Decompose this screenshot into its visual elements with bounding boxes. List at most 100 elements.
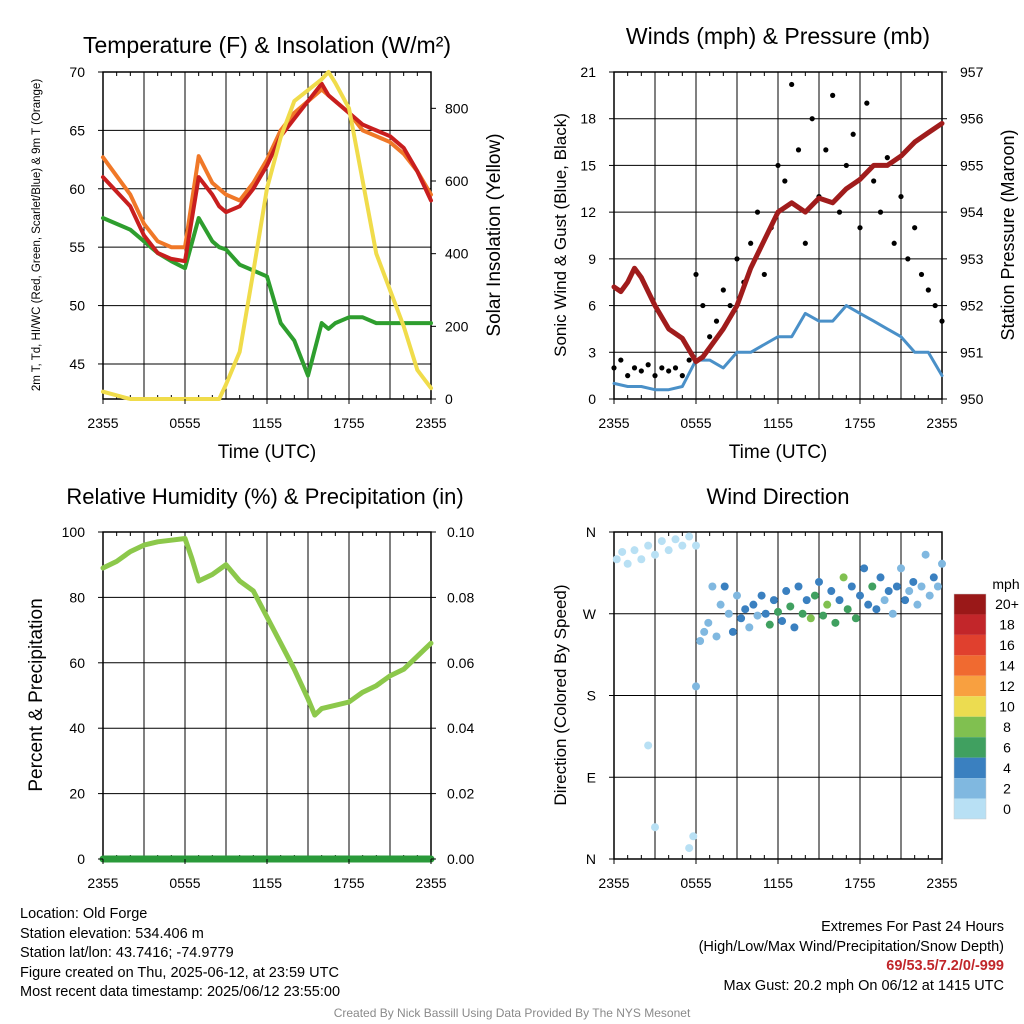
y2-axis-label: Station Pressure (Maroon) — [998, 129, 1018, 340]
direction-point — [798, 609, 807, 618]
direction-point — [839, 573, 848, 582]
direction-point — [623, 559, 632, 568]
gust-point — [905, 256, 911, 262]
gust-point — [761, 271, 767, 278]
direction-point — [860, 564, 869, 573]
temperature-series-line — [101, 81, 433, 264]
direction-point — [712, 632, 721, 641]
y-tick-label: S — [587, 688, 596, 704]
direction-point — [753, 611, 762, 620]
direction-point — [664, 546, 673, 555]
gust-point — [700, 302, 706, 309]
direction-point — [678, 541, 687, 550]
y2-tick-label: 952 — [960, 298, 984, 314]
direction-point — [651, 823, 659, 832]
x-tick-label: 2355 — [598, 875, 629, 891]
humidity-series-line — [100, 536, 434, 718]
location-text: Location: Old Forge — [20, 906, 148, 922]
gust-point — [672, 365, 679, 371]
direction-point — [925, 591, 934, 600]
gust-point — [679, 373, 685, 379]
gust-point — [823, 147, 829, 153]
x-tick-label: 2355 — [415, 875, 446, 891]
colorbar-label: 2 — [1003, 780, 1011, 796]
gust-point — [707, 334, 713, 340]
direction-point — [724, 609, 733, 618]
extremes-subtitle: (High/Low/Max Wind/Precipitation/Snow De… — [698, 938, 1004, 955]
y2-tick-label: 951 — [960, 344, 984, 360]
y2-tick-label: 956 — [960, 111, 984, 127]
y-axis-label: Percent & Precipitation — [26, 598, 47, 791]
colorbar-label: 16 — [999, 637, 1015, 653]
chart-title-temperature: Temperature (F) & Insolation (W/m²) — [83, 32, 451, 58]
x-tick-label: 1755 — [844, 415, 875, 431]
direction-point — [794, 582, 803, 591]
gust-point — [618, 357, 624, 363]
gust-point — [836, 209, 843, 215]
colorbar-swatch — [954, 757, 986, 779]
direction-point — [786, 602, 795, 611]
direction-point — [704, 618, 713, 627]
colorbar-label: 4 — [1003, 760, 1011, 776]
x-tick-label: 2355 — [598, 415, 629, 431]
x-tick-label: 1755 — [844, 875, 875, 891]
x-axis-label: Time (UTC) — [729, 442, 828, 463]
y2-tick-label: 800 — [445, 100, 469, 116]
x-tick-label: 0555 — [169, 875, 200, 891]
extremes-panel: Extremes For Past 24 Hours (High/Low/Max… — [699, 918, 1004, 996]
direction-point — [765, 620, 774, 629]
y2-tick-label: 400 — [445, 246, 469, 262]
direction-point — [823, 600, 832, 609]
chart-title-wind-direction: Wind Direction — [706, 484, 849, 509]
direction-point — [761, 609, 770, 618]
x-tick-label: 2355 — [87, 875, 118, 891]
y-tick-label: 3 — [588, 344, 596, 360]
gust-point — [802, 240, 808, 246]
direction-point — [810, 591, 819, 600]
gust-point — [666, 368, 672, 374]
y-tick-label: 60 — [69, 181, 85, 197]
direction-point — [651, 550, 659, 559]
gust-point — [912, 225, 918, 231]
colorbar-swatch — [954, 634, 986, 656]
gust-point — [884, 155, 890, 161]
gust-point — [918, 271, 925, 278]
direction-point — [790, 623, 799, 632]
y2-tick-label: 600 — [445, 173, 469, 189]
gust-point — [631, 365, 638, 371]
colorbar-swatch — [954, 594, 986, 615]
station-info: Location: Old Forge Station elevation: 5… — [20, 905, 340, 1003]
x-tick-label: 1155 — [252, 415, 282, 431]
wind-series-line — [611, 120, 945, 365]
gust-point — [713, 318, 720, 324]
colorbar-swatch — [954, 675, 986, 697]
direction-point — [897, 564, 905, 573]
gust-point — [659, 365, 665, 371]
gust-point — [830, 92, 836, 98]
wind-series-line — [612, 304, 944, 392]
direction-point — [728, 627, 737, 636]
x-tick-label: 1755 — [333, 415, 364, 431]
y-tick-label: 80 — [69, 589, 85, 605]
direction-point — [685, 844, 694, 853]
colorbar-label: 6 — [1003, 739, 1011, 755]
direction-point — [913, 600, 922, 609]
direction-point — [774, 607, 782, 616]
gust-point — [625, 373, 631, 379]
gust-point — [645, 362, 651, 368]
direction-point — [685, 532, 694, 541]
direction-point — [917, 582, 926, 591]
direction-point — [769, 596, 778, 605]
direction-point — [630, 546, 639, 555]
gust-point — [611, 365, 617, 371]
gust-point — [727, 302, 733, 309]
colorbar-label: 0 — [1003, 801, 1011, 817]
gust-point — [720, 287, 726, 293]
y-tick-label: W — [583, 606, 597, 622]
gust-point — [871, 178, 877, 184]
direction-point — [815, 577, 823, 586]
y2-tick-label: 954 — [960, 204, 984, 220]
gust-point — [748, 240, 754, 246]
direction-point — [692, 682, 700, 691]
latlon-text: Station lat/lon: 43.7416; -74.9779 — [20, 945, 234, 961]
